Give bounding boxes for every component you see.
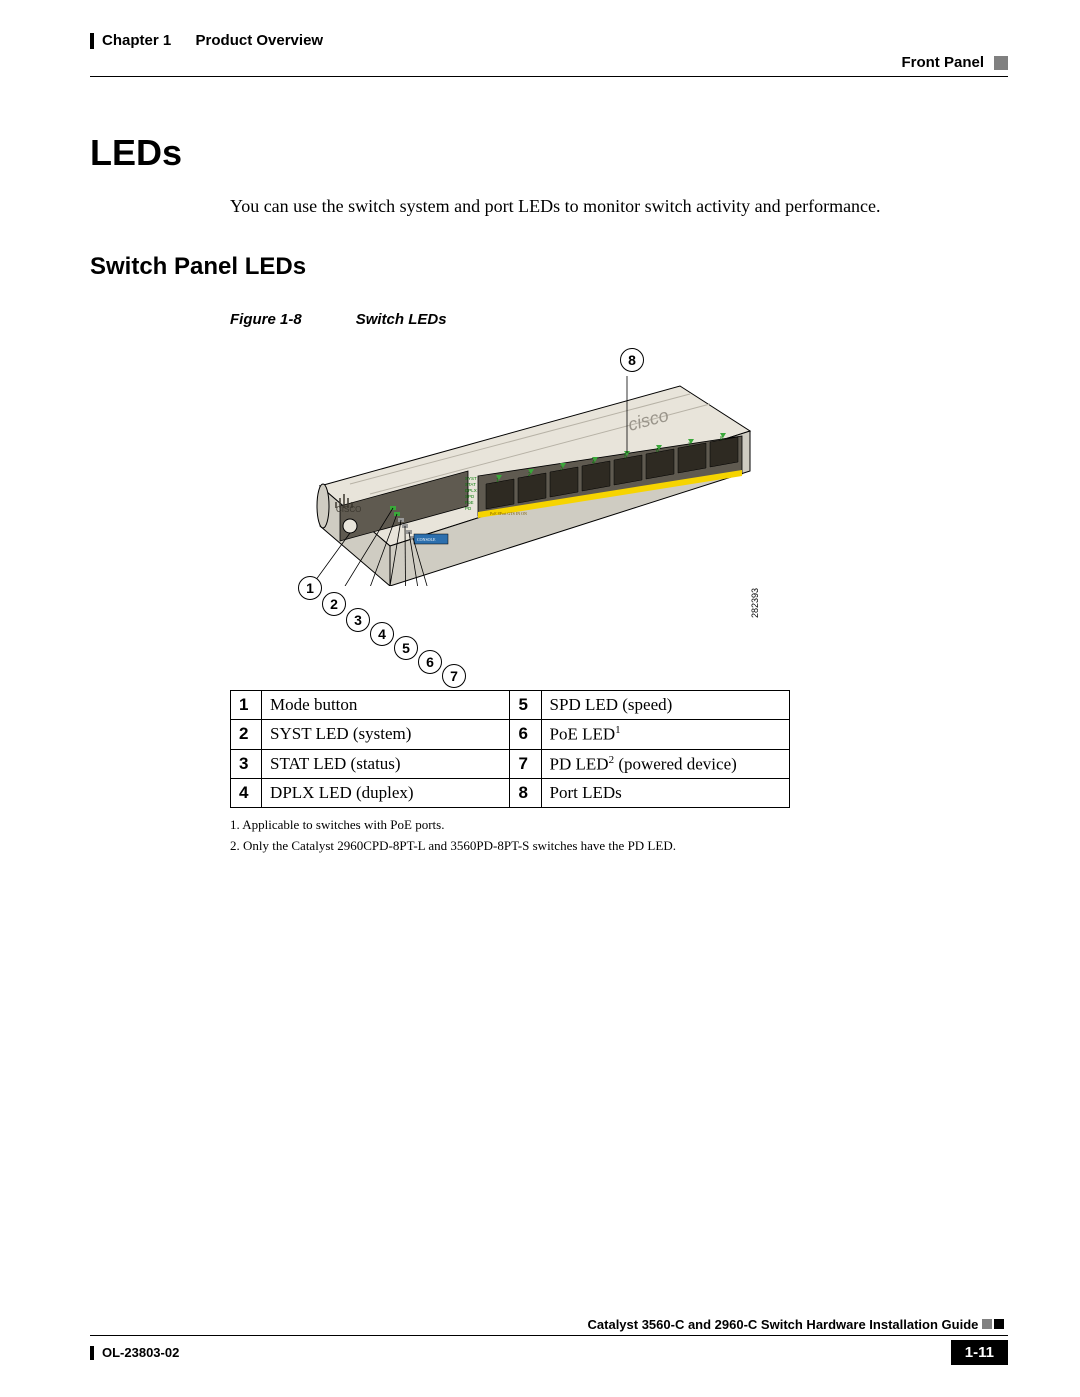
callout-4: 4 bbox=[370, 622, 394, 646]
cell-desc: SPD LED (speed) bbox=[541, 691, 789, 720]
table-row: 1 Mode button 5 SPD LED (speed) bbox=[231, 691, 790, 720]
svg-text:STAT: STAT bbox=[465, 482, 476, 487]
section-square-icon bbox=[994, 56, 1008, 70]
footer-guide-title: Catalyst 3560-C and 2960-C Switch Hardwa… bbox=[90, 1317, 1008, 1332]
svg-text:PoE: PoE bbox=[465, 500, 474, 505]
header-rule bbox=[90, 76, 1008, 77]
subtitle: Switch Panel LEDs bbox=[90, 253, 1008, 281]
svg-text:PoE 8Port GTS IN ON: PoE 8Port GTS IN ON bbox=[490, 511, 527, 516]
cell-desc: PoE LED1 bbox=[541, 720, 789, 750]
page-title: LEDs bbox=[90, 132, 1008, 174]
footer-bar-icon bbox=[90, 1346, 94, 1360]
svg-text:CISCO: CISCO bbox=[336, 505, 361, 514]
switch-figure: cisco CISCO bbox=[230, 336, 790, 686]
footer-row: OL-23803-02 1-11 bbox=[90, 1340, 1008, 1365]
chapter-line: Chapter 1 Product Overview bbox=[90, 32, 1008, 49]
footnotes: 1. Applicable to switches with PoE ports… bbox=[230, 816, 790, 854]
cell-num: 7 bbox=[510, 749, 541, 779]
figure-label: Figure 1-8 bbox=[230, 311, 302, 328]
section-title: Front Panel bbox=[901, 54, 984, 71]
led-table-wrap: 1 Mode button 5 SPD LED (speed) 2 SYST L… bbox=[230, 690, 790, 808]
svg-text:DPLX: DPLX bbox=[465, 488, 477, 493]
cell-desc: Mode button bbox=[262, 691, 510, 720]
callout-1: 1 bbox=[298, 576, 322, 600]
page-footer: Catalyst 3560-C and 2960-C Switch Hardwa… bbox=[90, 1317, 1008, 1365]
intro-text: You can use the switch system and port L… bbox=[230, 196, 1008, 217]
page-header: Chapter 1 Product Overview Front Panel bbox=[90, 32, 1008, 82]
cell-num: 4 bbox=[231, 779, 262, 808]
callout-7: 7 bbox=[442, 664, 466, 688]
svg-text:PD: PD bbox=[465, 506, 472, 511]
cell-num: 5 bbox=[510, 691, 541, 720]
svg-text:SPD: SPD bbox=[465, 494, 475, 499]
chapter-title: Product Overview bbox=[196, 32, 324, 49]
cell-desc: Port LEDs bbox=[541, 779, 789, 808]
image-number: 282393 bbox=[750, 588, 760, 618]
callout-6: 6 bbox=[418, 650, 442, 674]
footer-rule bbox=[90, 1335, 1008, 1336]
switch-illustration: cisco CISCO bbox=[290, 376, 760, 586]
chapter-label: Chapter 1 bbox=[102, 32, 171, 49]
table-row: 2 SYST LED (system) 6 PoE LED1 bbox=[231, 720, 790, 750]
cell-desc: SYST LED (system) bbox=[262, 720, 510, 750]
cell-num: 2 bbox=[231, 720, 262, 750]
figure-caption: Figure 1-8 Switch LEDs bbox=[230, 311, 1008, 328]
svg-text:SYST: SYST bbox=[465, 476, 477, 481]
page-number: 1-11 bbox=[951, 1340, 1008, 1365]
footnote: 1. Applicable to switches with PoE ports… bbox=[230, 816, 790, 834]
footnote: 2. Only the Catalyst 2960CPD-8PT-L and 3… bbox=[230, 837, 790, 855]
led-table: 1 Mode button 5 SPD LED (speed) 2 SYST L… bbox=[230, 690, 790, 808]
footer-doc-id: OL-23803-02 bbox=[90, 1345, 179, 1360]
header-bar-icon bbox=[90, 33, 94, 49]
callout-8: 8 bbox=[620, 348, 644, 372]
cell-desc: STAT LED (status) bbox=[262, 749, 510, 779]
figure-title: Switch LEDs bbox=[356, 311, 447, 328]
table-row: 3 STAT LED (status) 7 PD LED2 (powered d… bbox=[231, 749, 790, 779]
cell-num: 1 bbox=[231, 691, 262, 720]
footer-squares-icon bbox=[982, 1319, 1004, 1329]
callout-5: 5 bbox=[394, 636, 418, 660]
table-row: 4 DPLX LED (duplex) 8 Port LEDs bbox=[231, 779, 790, 808]
callout-3: 3 bbox=[346, 608, 370, 632]
cell-desc: PD LED2 (powered device) bbox=[541, 749, 789, 779]
cell-num: 6 bbox=[510, 720, 541, 750]
section-line: Front Panel bbox=[901, 54, 1008, 71]
svg-text:CONSOLE: CONSOLE bbox=[417, 537, 436, 542]
cell-num: 3 bbox=[231, 749, 262, 779]
cell-num: 8 bbox=[510, 779, 541, 808]
cell-desc: DPLX LED (duplex) bbox=[262, 779, 510, 808]
callout-2: 2 bbox=[322, 592, 346, 616]
